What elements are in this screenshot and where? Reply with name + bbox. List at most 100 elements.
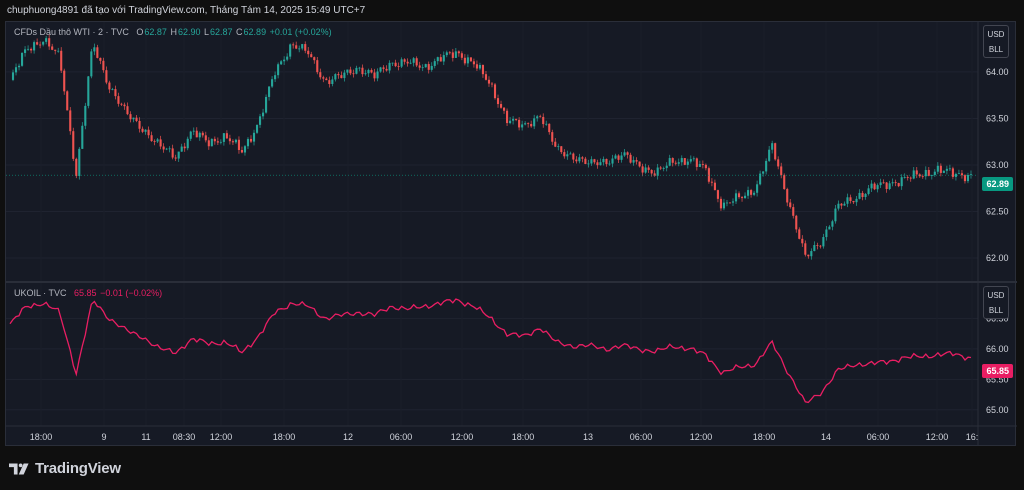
candle-body: [545, 123, 548, 125]
candle-body: [144, 129, 147, 132]
wti-candles: [11, 34, 973, 260]
candle-body: [228, 138, 231, 142]
candle-body: [265, 96, 268, 113]
candle-body: [430, 65, 433, 70]
candle-body: [343, 72, 346, 79]
candle-body: [599, 162, 602, 166]
time-tick-label: 12:00: [690, 432, 713, 442]
candle-body: [135, 117, 138, 121]
candle-body: [578, 157, 581, 162]
candle-body: [605, 158, 608, 165]
candle-body: [337, 74, 340, 76]
candle-body: [810, 251, 813, 257]
candle-body: [858, 192, 861, 199]
candle-body: [39, 44, 42, 46]
candle-body: [855, 198, 858, 203]
candle-body: [891, 182, 894, 184]
ukoil-line: [9, 298, 972, 404]
candle-body: [379, 67, 382, 72]
candle-body: [168, 148, 171, 150]
candle-body: [740, 197, 744, 199]
candle-body: [60, 50, 63, 71]
candle-body: [876, 185, 879, 190]
candle-body: [454, 51, 457, 58]
candle-body: [496, 98, 500, 105]
candle-body: [864, 193, 867, 198]
candle-body: [132, 117, 135, 120]
candle-body: [198, 132, 201, 138]
candle-body: [539, 116, 542, 118]
candle-body: [207, 140, 210, 147]
candle-body: [171, 148, 174, 158]
candle-body: [156, 139, 159, 142]
candle-body: [268, 86, 271, 97]
candle-body: [650, 169, 653, 174]
candle-body: [635, 160, 638, 162]
candle-body: [370, 69, 373, 73]
candle-body: [373, 72, 376, 79]
candle-body: [177, 151, 180, 159]
tradingview-logo[interactable]: TradingView: [9, 460, 121, 477]
candle-body: [515, 118, 518, 120]
wti-symbol-name[interactable]: CFDs Dầu thô WTI · 2 · TVC: [14, 27, 129, 37]
wti-change: +0.01 (+0.02%): [269, 27, 332, 37]
candle-body: [403, 59, 406, 62]
candle-body: [84, 105, 87, 126]
wti-price-axis[interactable]: 64.00 63.50 63.00 62.50 62.00: [986, 67, 1009, 263]
time-tick-label: 11: [141, 432, 150, 442]
wti-legend[interactable]: CFDs Dầu thô WTI · 2 · TVC O62.87 H62.90…: [14, 27, 333, 37]
candle-body: [204, 135, 207, 141]
candle-body: [51, 46, 54, 50]
candle-body: [415, 58, 418, 66]
candle-body: [626, 152, 629, 155]
candle-body: [388, 62, 391, 71]
wti-high-value: 62.90: [177, 27, 201, 37]
candle-body: [141, 128, 144, 132]
candle-body: [918, 174, 921, 177]
wti-currency-unit-button[interactable]: USD BLL: [983, 25, 1009, 58]
candle-body: [644, 167, 647, 173]
wti-tick-label: 62.50: [986, 207, 1009, 217]
candle-body: [867, 188, 870, 194]
ukoil-tick-label: 65.00: [986, 405, 1009, 415]
candle-body: [180, 146, 183, 152]
candle-body: [542, 116, 545, 125]
candle-body: [448, 52, 451, 54]
candle-body: [17, 65, 21, 68]
candle-body: [632, 160, 635, 163]
candle-body: [472, 61, 475, 65]
ukoil-legend[interactable]: UKOIL · TVC 65.85 −0.01 (−0.02%): [14, 288, 163, 298]
candle-body: [252, 132, 256, 142]
candle-body: [623, 152, 626, 156]
candle-body: [261, 112, 265, 117]
candle-body: [490, 83, 494, 85]
candle-body: [873, 183, 876, 190]
candle-body: [433, 61, 436, 66]
time-tick-label: 12:00: [451, 432, 474, 442]
ukoil-value: 65.85: [74, 288, 97, 298]
candle-body: [186, 138, 189, 149]
candle-body: [572, 153, 575, 160]
time-axis[interactable]: 18:00 9 11 08:30 12:00 18:00 12 06:00 12:00 18:00…: [30, 432, 979, 442]
candle-body: [831, 221, 834, 227]
candle-body: [367, 69, 370, 74]
candle-body: [54, 49, 57, 51]
candle-body: [837, 203, 840, 209]
candle-body: [382, 67, 385, 69]
candle-body: [825, 229, 828, 238]
ukoil-unit: BLL: [988, 306, 1004, 315]
ukoil-currency-unit-button[interactable]: USD BLL: [983, 286, 1009, 319]
candle-body: [536, 116, 539, 119]
candle-body: [704, 164, 707, 169]
candle-body: [801, 238, 804, 244]
candle-body: [674, 162, 677, 164]
candle-body: [533, 118, 536, 127]
candle-body: [506, 110, 509, 124]
candle-body: [27, 48, 30, 50]
ukoil-symbol-name[interactable]: UKOIL · TVC: [14, 288, 67, 298]
time-tick-label: 18:00: [273, 432, 296, 442]
candle-body: [427, 64, 430, 70]
candle-body: [469, 57, 472, 62]
